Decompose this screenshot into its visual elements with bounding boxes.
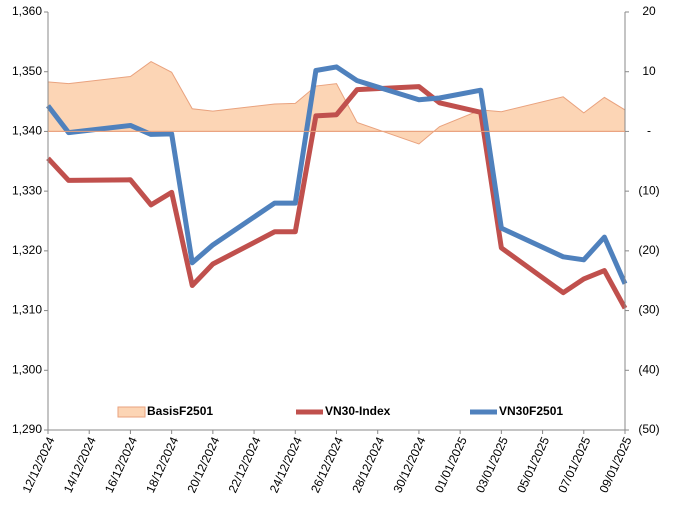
- series-line: [46, 84, 628, 310]
- y-tick-label: 1,330: [12, 183, 42, 197]
- y-tick-label: 1,350: [12, 64, 42, 78]
- y2-tick-label: (10): [638, 183, 659, 197]
- x-tick-label: 07/01/2025: [555, 434, 593, 495]
- y2-tick-label: -: [647, 124, 651, 138]
- x-tick-label: 16/12/2024: [102, 434, 140, 495]
- y-tick-label: 1,340: [12, 124, 42, 138]
- x-tick-label: 26/12/2024: [308, 434, 346, 495]
- legend-label: VN30-Index: [325, 404, 391, 418]
- x-tick-label: 20/12/2024: [184, 434, 222, 495]
- y-tick-label: 1,320: [12, 243, 42, 257]
- x-tick-label: 18/12/2024: [143, 434, 181, 495]
- y-tick-label: 1,360: [12, 4, 42, 18]
- x-tick-label: 01/01/2025: [432, 434, 470, 495]
- legend-swatch: [117, 406, 146, 418]
- y2-tick-label: (50): [638, 422, 659, 436]
- x-tick-label: 03/01/2025: [473, 434, 511, 495]
- legend-label: BasisF2501: [147, 404, 213, 418]
- x-tick-label: 28/12/2024: [349, 434, 387, 495]
- x-tick-label: 09/01/2025: [597, 434, 635, 495]
- legend-label: VN30F2501: [499, 404, 563, 418]
- y2-tick-label: 10: [642, 64, 656, 78]
- y-tick-label: 1,300: [12, 362, 42, 376]
- x-tick-label: 05/01/2025: [514, 434, 552, 495]
- x-tick-label: 30/12/2024: [390, 434, 428, 495]
- y-tick-label: 1,310: [12, 303, 42, 317]
- y2-tick-label: 20: [642, 4, 656, 18]
- y2-tick-label: (30): [638, 303, 659, 317]
- y2-tick-label: (40): [638, 362, 659, 376]
- series-line: [46, 64, 628, 285]
- x-tick-label: 14/12/2024: [61, 434, 99, 495]
- x-tick-label: 24/12/2024: [267, 434, 305, 495]
- x-tick-label: 12/12/2024: [20, 434, 58, 495]
- y-tick-label: 1,290: [12, 422, 42, 436]
- x-tick-label: 22/12/2024: [226, 434, 264, 495]
- y2-tick-label: (20): [638, 243, 659, 257]
